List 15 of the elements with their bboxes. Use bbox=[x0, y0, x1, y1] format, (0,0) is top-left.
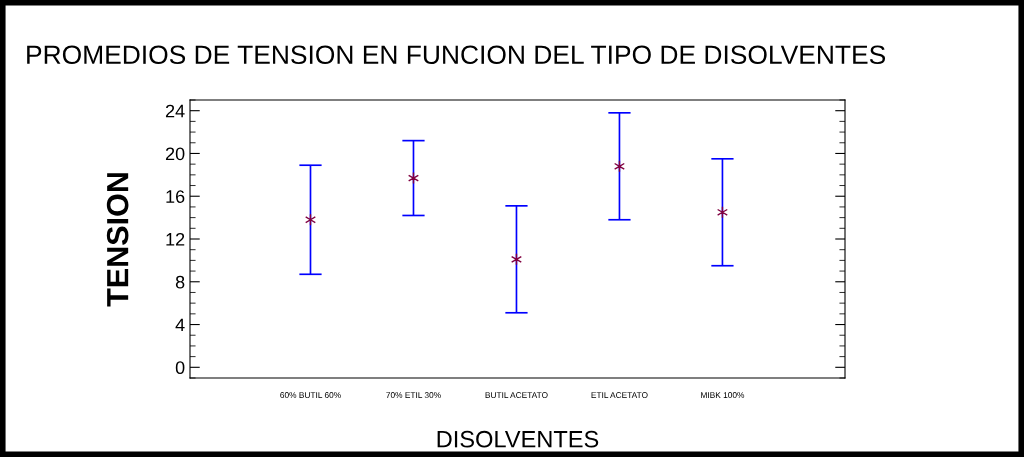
y-tick-label: 0 bbox=[175, 361, 185, 375]
chart-title: PROMEDIOS DE TENSION EN FUNCION DEL TIPO DE DISOLVENTES bbox=[27, 45, 886, 65]
x-axis-title: DISOLVENTES bbox=[437, 430, 599, 448]
y-tick-label: 24 bbox=[165, 104, 185, 118]
x-tick-label: MIBK 100% bbox=[701, 392, 745, 399]
x-tick-label: 60% BUTIL 60% bbox=[280, 392, 341, 399]
y-axis-title: TENSION bbox=[106, 173, 129, 307]
x-tick-label: 70% ETIL 30% bbox=[386, 392, 441, 399]
y-tick-label: 16 bbox=[166, 190, 185, 203]
y-tick-label: 4 bbox=[175, 318, 185, 332]
x-tick-label: BUTIL ACETATO bbox=[485, 392, 548, 399]
y-tick-label: 12 bbox=[166, 232, 185, 246]
y-tick-label: 8 bbox=[175, 275, 185, 289]
x-tick-label: ETIL ACETATO bbox=[591, 392, 648, 399]
y-tick-label: 20 bbox=[165, 147, 185, 161]
